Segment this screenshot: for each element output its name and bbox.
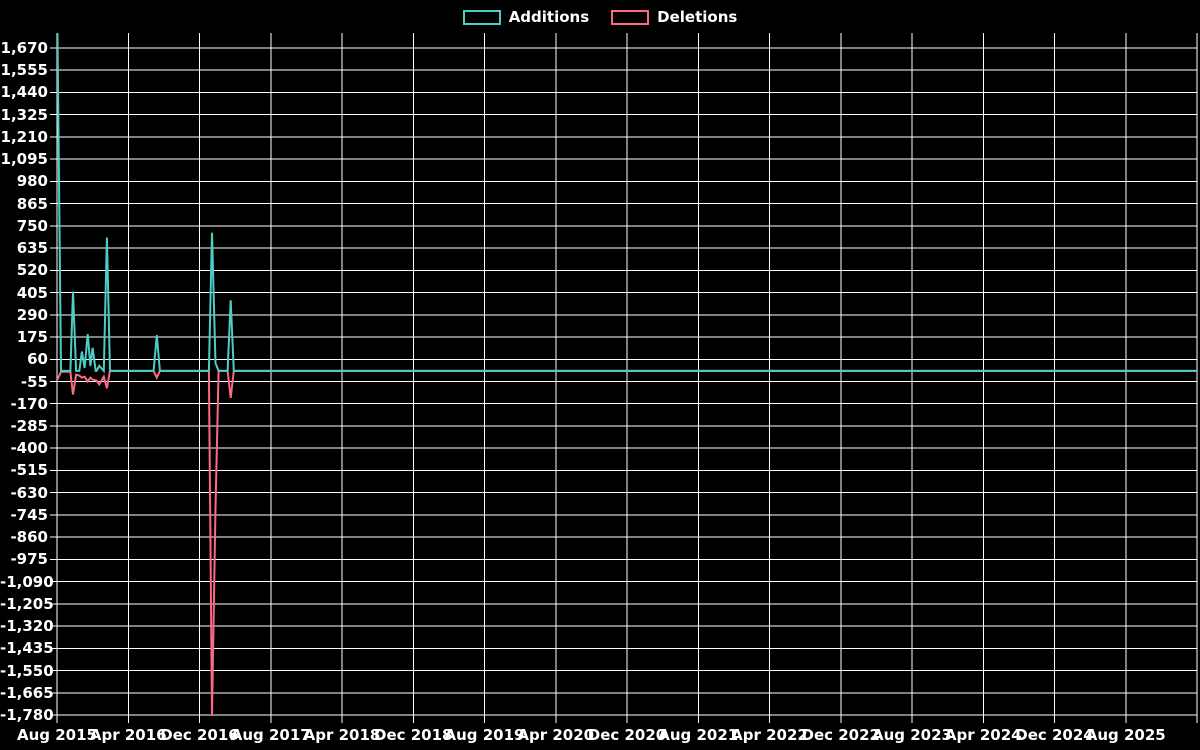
- y-axis-label: 1,325: [0, 105, 48, 124]
- legend-label-additions: Additions: [508, 8, 590, 26]
- y-axis-label: -1,205: [0, 594, 54, 613]
- y-axis-label: 60: [27, 350, 48, 369]
- y-axis-label: 175: [16, 328, 48, 347]
- y-axis-label: 750: [16, 216, 48, 235]
- x-axis-label: Apr 2022: [731, 726, 808, 744]
- deletions-swatch-icon: [611, 9, 650, 25]
- y-axis-label: -285: [10, 416, 48, 435]
- y-axis-label: -515: [10, 461, 48, 480]
- y-axis-label: -1,665: [0, 683, 54, 702]
- x-axis-label: Apr 2024: [944, 726, 1022, 744]
- x-axis-label: Apr 2020: [517, 726, 595, 744]
- additions-swatch-icon: [462, 9, 501, 25]
- y-axis-label: -1,550: [0, 661, 54, 680]
- y-axis-label: -400: [10, 439, 48, 458]
- y-axis-label: 290: [16, 305, 48, 324]
- y-axis-label: -745: [10, 505, 48, 524]
- y-axis-label: 980: [16, 172, 48, 191]
- y-axis-label: 635: [16, 239, 48, 258]
- y-axis-label: 405: [16, 283, 48, 302]
- x-axis-label: Aug 2023: [872, 726, 952, 744]
- y-axis-label: -1,090: [0, 572, 54, 591]
- x-axis-label: Dec 2022: [801, 726, 881, 744]
- y-axis-label: -860: [10, 528, 48, 547]
- y-axis-label: -1,435: [0, 639, 54, 658]
- x-axis-label: Dec 2020: [587, 726, 667, 744]
- y-axis-label: 520: [16, 261, 48, 280]
- x-axis-label: Aug 2019: [444, 726, 525, 744]
- y-axis-label: -1,780: [0, 706, 54, 724]
- y-axis-label: 1,670: [0, 39, 48, 57]
- legend-item-deletions[interactable]: Deletions: [611, 8, 737, 26]
- legend-label-deletions: Deletions: [657, 8, 738, 26]
- y-axis-label: 865: [16, 194, 48, 213]
- y-axis-label: -1,320: [0, 617, 54, 636]
- x-axis-label: Aug 2021: [658, 726, 739, 744]
- y-axis-label: 1,440: [0, 83, 48, 102]
- y-axis-label: 1,555: [0, 61, 48, 80]
- additions-series-line: [57, 33, 1197, 374]
- deletions-series-line: [57, 369, 1197, 716]
- x-axis-label: Aug 2015: [17, 726, 97, 744]
- x-axis-label: Aug 2025: [1085, 726, 1166, 744]
- y-axis-label: -630: [10, 483, 48, 502]
- y-axis-label: -55: [20, 372, 48, 391]
- y-axis-label: 1,095: [0, 150, 48, 169]
- legend-item-additions[interactable]: Additions: [462, 8, 590, 26]
- x-axis-label: Dec 2016: [160, 726, 239, 744]
- chart-legend: Additions Deletions: [0, 8, 1200, 26]
- x-axis-label: Dec 2024: [1015, 726, 1094, 744]
- x-axis-label: Apr 2016: [89, 726, 167, 744]
- x-axis-label: Dec 2018: [374, 726, 453, 744]
- x-axis-label: Aug 2017: [230, 726, 311, 744]
- y-axis-label: -170: [10, 394, 48, 413]
- x-axis-label: Apr 2018: [303, 726, 381, 744]
- y-axis-label: 1,210: [0, 127, 48, 146]
- y-axis-label: -975: [10, 550, 48, 569]
